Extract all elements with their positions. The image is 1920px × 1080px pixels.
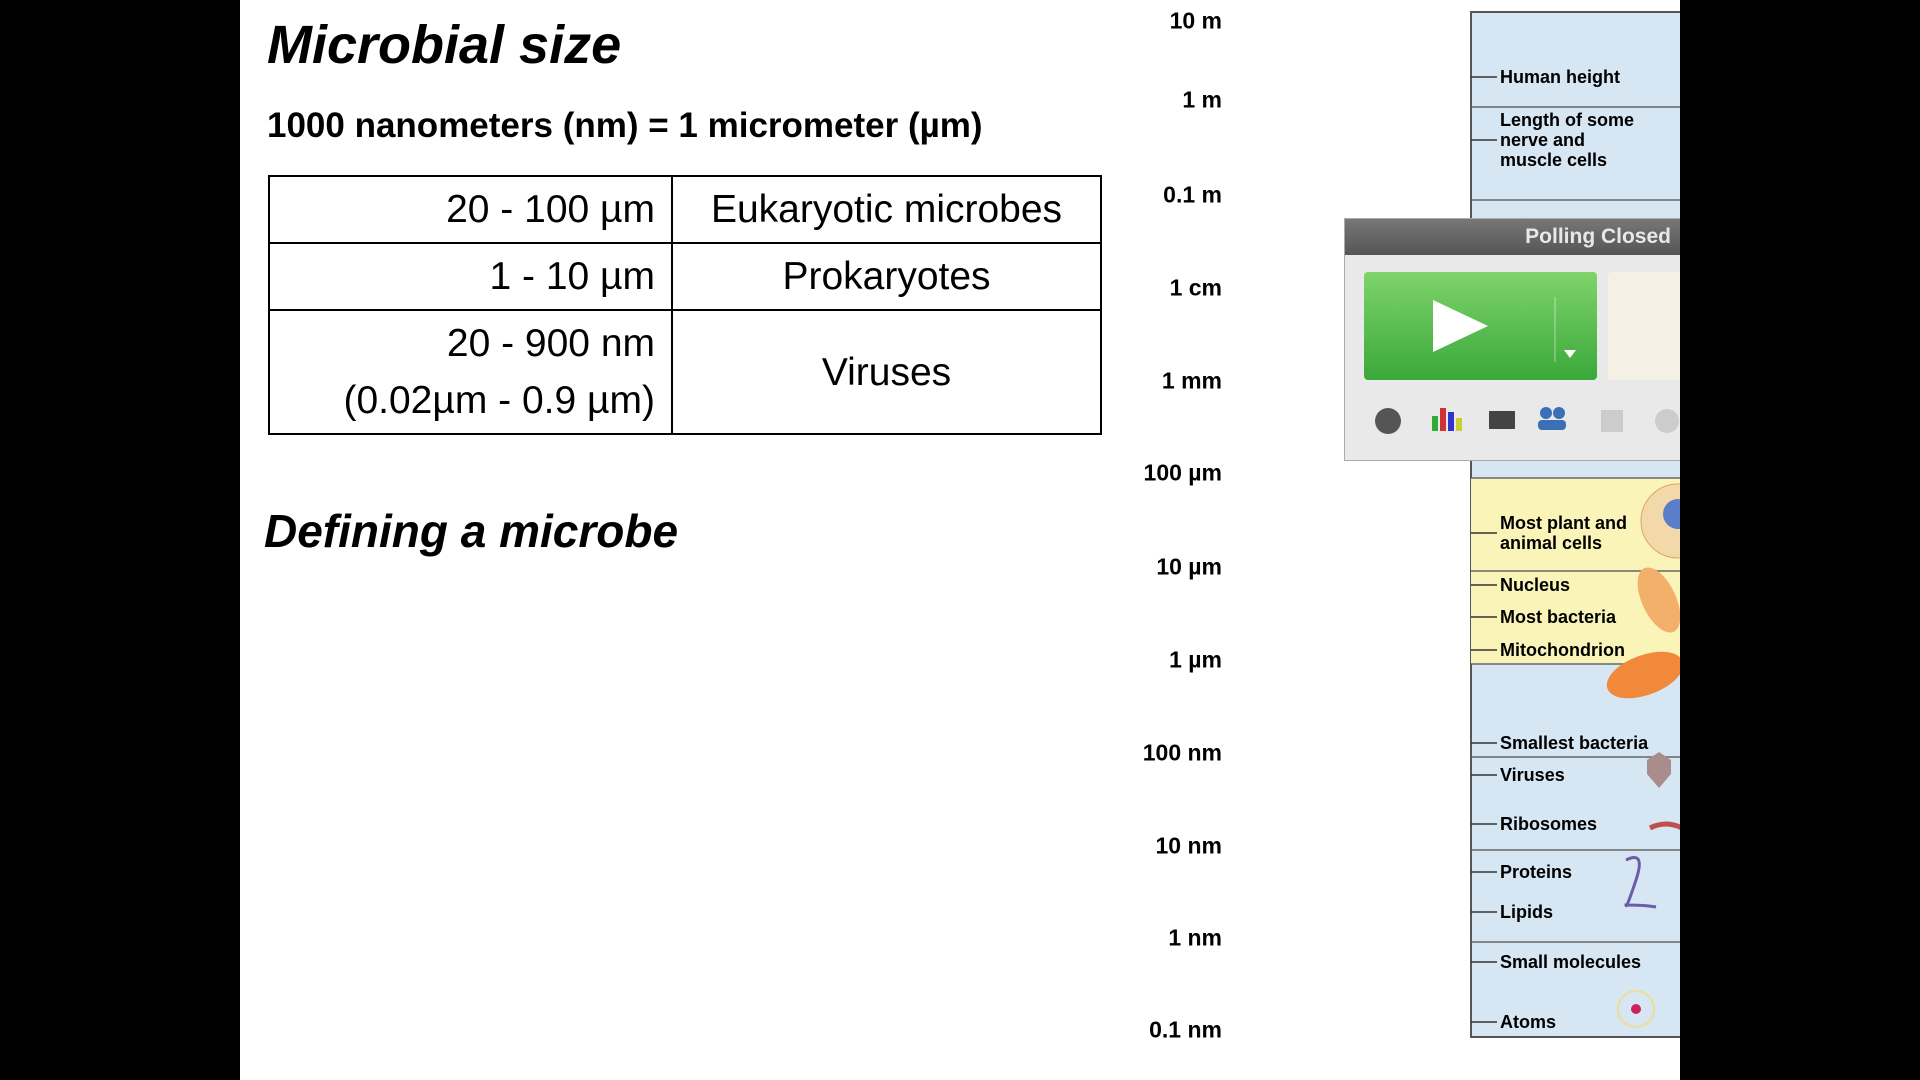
- play-icon: [1433, 297, 1576, 362]
- poll-widget: Polling Closed: [1344, 218, 1680, 461]
- scale-label: 10 µm: [1156, 553, 1222, 580]
- illustrations: [1606, 483, 1680, 1028]
- slide-title: Microbial size: [267, 15, 622, 75]
- item-label: Length of some nerve and muscle cells: [1500, 110, 1634, 170]
- item-label: Smallest bacteria: [1500, 733, 1649, 753]
- table-row: 20 - 900 nm (0.02µm - 0.9 µm) Viruses: [268, 309, 1102, 435]
- table-cell: 20 - 900 nm (0.02µm - 0.9 µm): [268, 309, 673, 435]
- slide: Microbial size 1000 nanometers (nm) = 1 …: [240, 0, 1680, 1080]
- secondary-button[interactable]: [1608, 272, 1680, 380]
- item-label: Nucleus: [1500, 575, 1571, 595]
- slide-subtitle: 1000 nanometers (nm) = 1 micrometer (µm): [267, 106, 983, 145]
- scale-label: 1 nm: [1168, 924, 1222, 951]
- chart-icon[interactable]: [1432, 408, 1462, 431]
- item-label: Human height: [1500, 67, 1620, 87]
- scale-label: 0.1 nm: [1149, 1016, 1222, 1043]
- scale-label: 1 µm: [1169, 646, 1222, 673]
- table-cell: Prokaryotes: [671, 242, 1102, 311]
- scale-label: 10 nm: [1155, 832, 1222, 859]
- scale-label: 1 mm: [1161, 367, 1222, 394]
- disabled-icon: [1655, 409, 1679, 433]
- table-cell: Viruses: [671, 309, 1102, 435]
- start-poll-button[interactable]: [1364, 272, 1597, 380]
- slide-heading: Defining a microbe: [264, 505, 679, 557]
- scale-label: 1 m: [1182, 86, 1222, 113]
- table-row: 20 - 100 µm Eukaryotic microbes: [268, 175, 1102, 244]
- table-cell: 20 - 100 µm: [268, 175, 673, 244]
- scale-label: 1 cm: [1169, 274, 1222, 301]
- participants-icon[interactable]: [1538, 407, 1566, 430]
- range-labels: ed eye Light microsco Electron microscop…: [900, 0, 1680, 1080]
- scale-label: 0.1 m: [1163, 181, 1222, 208]
- table-row: 1 - 10 µm Prokaryotes: [268, 242, 1102, 311]
- item-label: Small molecules: [1500, 952, 1642, 972]
- table-cell: Eukaryotic microbes: [671, 175, 1102, 244]
- item-label: Most bacteria: [1500, 607, 1617, 627]
- poll-status: Polling Closed: [1345, 219, 1680, 255]
- item-label: Ribosomes: [1500, 814, 1598, 834]
- item-label: Atoms: [1500, 1012, 1557, 1032]
- scale-label: 100 nm: [1142, 739, 1222, 766]
- table-cell: 1 - 10 µm: [268, 242, 673, 311]
- size-figure: 10 m 1 m 0.1 m 1 cm 1 mm 100 µm 10 µm 1 µm 100 n…: [900, 0, 1680, 1080]
- presentation-icon[interactable]: [1489, 411, 1515, 429]
- item-label: Mitochondrion: [1500, 640, 1625, 660]
- item-label: Lipids: [1500, 902, 1553, 922]
- size-table: 20 - 100 µm Eukaryotic microbes 1 - 10 µm P…: [268, 175, 1102, 435]
- toolbar: [1375, 407, 1679, 434]
- settings-icon[interactable]: [1375, 408, 1401, 434]
- item-label: Most plant and animal cells: [1500, 513, 1627, 553]
- figure-graphic: [1470, 11, 1680, 1038]
- item-label: Viruses: [1500, 765, 1565, 785]
- scale-label: 10 m: [1169, 7, 1222, 34]
- scale-label: 100 µm: [1143, 459, 1222, 486]
- disabled-icon: [1601, 410, 1623, 432]
- item-label: Proteins: [1500, 862, 1573, 882]
